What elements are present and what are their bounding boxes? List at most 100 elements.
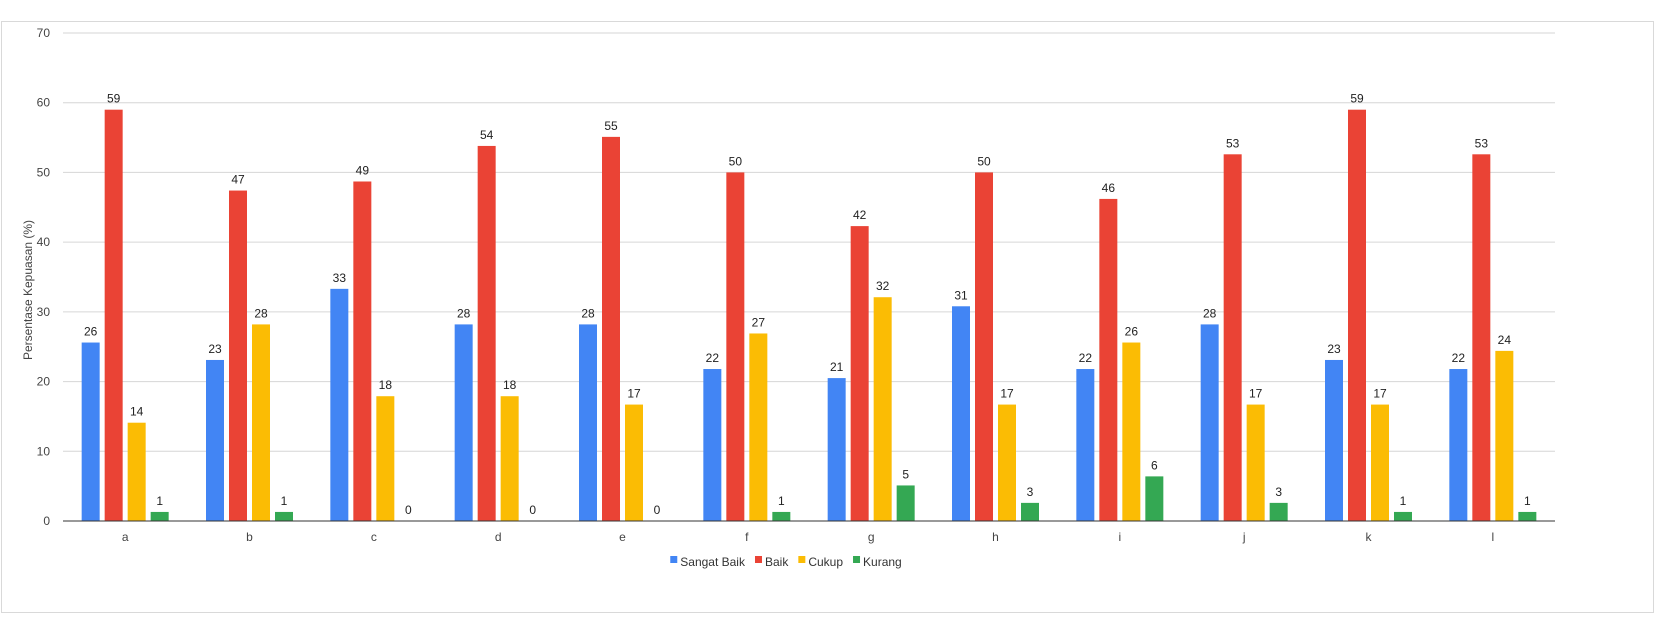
- bar-cukup-k: [1371, 404, 1389, 521]
- data-label: 1: [1524, 494, 1531, 508]
- y-tick-label: 0: [43, 514, 50, 528]
- data-label: 24: [1498, 333, 1512, 347]
- bar-sangat-baik-h: [952, 306, 970, 521]
- data-label: 0: [405, 503, 412, 517]
- data-label: 32: [876, 279, 890, 293]
- data-label: 0: [529, 503, 536, 517]
- y-tick-label: 10: [37, 444, 51, 458]
- bar-sangat-baik-a: [81, 342, 100, 521]
- data-label: 18: [503, 378, 517, 392]
- bar-kurang-k: [1394, 511, 1412, 521]
- legend-swatch: [670, 556, 678, 563]
- legend: Sangat Baik Baik Cukup Kurang: [670, 555, 902, 569]
- bar-cukup-g: [873, 297, 892, 521]
- y-tick-label: 60: [37, 96, 51, 110]
- y-axis-title: Persentase Kepuasan (%): [21, 220, 35, 360]
- x-tick-label: c: [371, 530, 377, 544]
- bar-kurang-f: [772, 511, 791, 521]
- legend-item: Kurang: [853, 555, 902, 569]
- data-label: 49: [356, 163, 370, 177]
- data-label: 3: [1027, 485, 1034, 499]
- bar-cukup-e: [625, 404, 643, 521]
- data-label: 47: [231, 173, 245, 187]
- data-label: 50: [977, 154, 991, 168]
- bar-kurang-h: [1021, 502, 1039, 521]
- bar-kurang-g: [896, 485, 915, 521]
- data-label: 18: [379, 378, 393, 392]
- data-label: 50: [729, 154, 743, 168]
- x-tick-label: i: [1118, 530, 1121, 544]
- bar-kurang-b: [275, 511, 293, 521]
- y-axis-ticks: 0 10 20 30 40 50 60 70: [37, 26, 51, 528]
- data-label: 3: [1275, 485, 1282, 499]
- data-label: 28: [581, 306, 595, 320]
- x-axis-ticks: a b c d e f g h i j k l: [122, 530, 1494, 544]
- data-label: 22: [706, 351, 720, 365]
- x-tick-label: f: [745, 530, 749, 544]
- bar-cukup-d: [500, 396, 519, 521]
- y-tick-label: 20: [37, 375, 51, 389]
- data-labels: 2659141234728133491802854180285517022502…: [84, 92, 1531, 517]
- bar-kurang-i: [1145, 476, 1164, 521]
- data-label: 46: [1102, 181, 1116, 195]
- data-label: 53: [1475, 136, 1489, 150]
- data-label: 1: [1400, 494, 1407, 508]
- data-label: 5: [902, 467, 909, 481]
- bar-cukup-b: [252, 324, 270, 521]
- bar-sangat-baik-c: [330, 288, 349, 521]
- y-tick-label: 40: [37, 235, 51, 249]
- bar-cukup-a: [127, 422, 146, 521]
- bar-sangat-baik-d: [454, 324, 473, 521]
- legend-swatch: [754, 556, 762, 563]
- data-label: 17: [1373, 387, 1387, 401]
- gridlines: [63, 32, 1555, 452]
- data-label: 33: [333, 271, 347, 285]
- legend-label: Kurang: [863, 555, 902, 569]
- bar-baik-j: [1223, 154, 1242, 521]
- x-tick-label: e: [619, 530, 626, 544]
- bar-cukup-j: [1246, 404, 1265, 521]
- bar-kurang-l: [1518, 511, 1537, 521]
- x-tick-label: l: [1491, 530, 1494, 544]
- bar-baik-h: [975, 172, 993, 521]
- data-label: 14: [130, 405, 144, 419]
- x-tick-label: d: [495, 530, 502, 544]
- bar-cukup-h: [998, 404, 1016, 521]
- data-label: 28: [254, 306, 268, 320]
- bar-kurang-j: [1269, 502, 1288, 521]
- x-tick-label: a: [122, 530, 129, 544]
- bar-cukup-l: [1495, 350, 1514, 521]
- bar-sangat-baik-i: [1076, 369, 1095, 521]
- data-label: 1: [156, 494, 163, 508]
- x-tick-label: h: [992, 530, 999, 544]
- data-label: 31: [954, 288, 968, 302]
- legend-label: Sangat Baik: [680, 555, 746, 569]
- bar-baik-c: [353, 181, 372, 521]
- bar-sangat-baik-f: [703, 369, 722, 521]
- bar-sangat-baik-e: [579, 324, 597, 521]
- x-tick-label: k: [1366, 530, 1373, 544]
- bars: [81, 109, 1537, 522]
- bar-baik-b: [229, 190, 247, 521]
- data-label: 55: [604, 119, 618, 133]
- data-label: 17: [627, 387, 641, 401]
- data-label: 27: [752, 315, 766, 329]
- legend-item: Baik: [754, 555, 789, 569]
- bar-cukup-i: [1122, 342, 1141, 521]
- data-label: 21: [830, 360, 844, 374]
- bar-sangat-baik-k: [1325, 359, 1343, 521]
- data-label: 28: [1203, 306, 1217, 320]
- legend-swatch: [798, 556, 806, 563]
- data-label: 22: [1452, 351, 1466, 365]
- data-label: 23: [208, 342, 222, 356]
- data-label: 42: [853, 208, 867, 222]
- data-label: 17: [1249, 387, 1263, 401]
- y-tick-label: 70: [37, 26, 51, 40]
- bar-kurang-a: [150, 511, 169, 521]
- data-label: 59: [1350, 92, 1364, 106]
- bar-cukup-c: [376, 396, 395, 521]
- bar-baik-l: [1472, 154, 1491, 521]
- bar-sangat-baik-b: [206, 359, 224, 521]
- bar-baik-i: [1099, 198, 1118, 522]
- bar-sangat-baik-g: [827, 378, 846, 521]
